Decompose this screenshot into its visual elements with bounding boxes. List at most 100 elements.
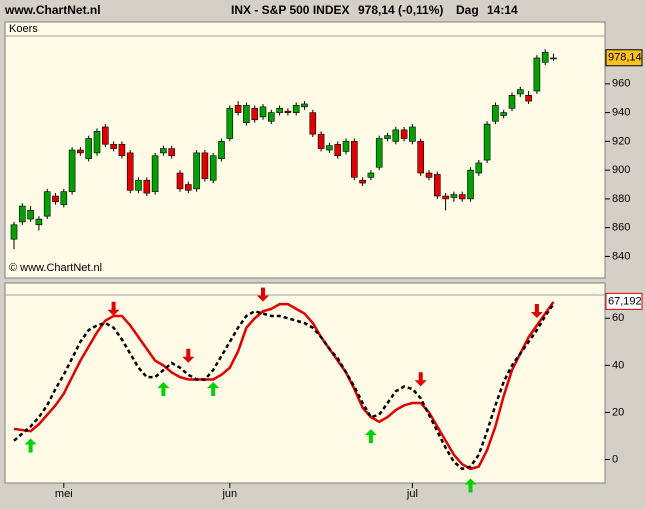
symbol: INX - S&P 500 INDEX (231, 3, 350, 17)
y-tick-label: 920 (612, 135, 630, 147)
indicator-panel (4, 282, 606, 484)
buy-arrow (464, 478, 477, 493)
y-tick-label: 840 (612, 250, 630, 262)
candle-body (309, 112, 317, 135)
candle-body (209, 155, 217, 181)
buy-arrow (157, 382, 170, 397)
sell-arrow (182, 348, 195, 363)
candle-body (276, 107, 283, 113)
candle-body (516, 89, 524, 95)
candle-body (350, 141, 358, 178)
sell-arrow (107, 301, 120, 316)
y-tick-label: 20 (612, 406, 624, 418)
candle-body (185, 184, 192, 191)
candle-body (93, 131, 101, 154)
candle-body (193, 152, 200, 190)
quote: 978,14 (-0,11%) (358, 3, 443, 17)
candle-body (52, 195, 59, 203)
candle-body (417, 141, 425, 174)
candle-body (176, 172, 184, 190)
candle-body (35, 218, 43, 226)
candle-body (201, 152, 209, 180)
buy-arrow (24, 438, 37, 453)
candle-body (60, 191, 68, 205)
last-value-box (605, 49, 643, 67)
candle-body (458, 194, 466, 200)
candle-body (243, 105, 250, 123)
candle-body (450, 194, 458, 198)
candle-body (10, 224, 18, 240)
buy-arrow (364, 429, 377, 444)
candle-body (541, 51, 549, 63)
candle-body (110, 143, 117, 149)
panel-label: Koers (9, 23, 38, 35)
candle-body (85, 138, 92, 159)
candle-body (359, 179, 366, 184)
candle-body (143, 179, 151, 194)
indicator-line (13, 303, 555, 471)
y-tick-label: 960 (612, 78, 630, 90)
candle-body (375, 138, 383, 168)
candle-body (284, 110, 292, 113)
candle-body (226, 107, 234, 139)
y-tick-label: 40 (612, 359, 624, 371)
candle-body (77, 149, 84, 154)
y-tick-label: 880 (612, 193, 630, 205)
candle-body (118, 143, 126, 157)
candle-body (400, 129, 408, 139)
candle-body (342, 141, 350, 152)
candle-body (508, 95, 516, 109)
y-tick-label: 0 (612, 453, 618, 465)
x-tick-label: jul (406, 488, 418, 500)
time: 14:14 (487, 3, 518, 17)
candle-body (43, 191, 51, 217)
candle-body (425, 172, 433, 178)
x-tick-label: jun (221, 488, 237, 500)
candle-body (475, 162, 483, 174)
candle-body (151, 155, 159, 193)
sell-arrow (414, 372, 427, 387)
last-value-box (605, 292, 643, 310)
candle-body (317, 133, 325, 149)
candle-body (433, 174, 441, 197)
candle-body (533, 57, 541, 92)
candle-body (267, 112, 275, 122)
candle-body (68, 149, 76, 193)
candle-body (384, 135, 391, 139)
price-panel (4, 21, 606, 279)
candle-body (326, 145, 333, 151)
candle-body (442, 195, 449, 200)
candle-body (525, 95, 532, 102)
candle-body (126, 152, 134, 191)
x-tick-label: mei (55, 488, 73, 500)
sell-arrow (530, 304, 543, 319)
last-value: 67,192 (608, 295, 642, 307)
candle-body (367, 172, 375, 178)
candle-body (334, 143, 342, 157)
candle-body (500, 112, 508, 116)
indicator-line (13, 301, 555, 471)
candle-body (102, 126, 109, 145)
candle-body (259, 106, 267, 118)
candle-body (409, 126, 416, 142)
candle-body (160, 148, 167, 154)
candle-body (168, 148, 175, 157)
candle-body (27, 210, 34, 220)
candle-body (292, 105, 300, 113)
sell-arrow (257, 287, 269, 302)
period: Dag (456, 3, 479, 17)
candle-body (18, 205, 26, 223)
last-value: 978,14 (608, 52, 642, 64)
watermark: © www.ChartNet.nl (9, 262, 102, 274)
candle-body (492, 105, 499, 122)
candle-body (234, 105, 242, 113)
candle-body (251, 107, 258, 121)
y-tick-label: 900 (612, 164, 630, 176)
candle-body (135, 179, 142, 191)
site: www.ChartNet.nl (4, 3, 101, 17)
candle-body (483, 123, 491, 161)
y-tick-label: 940 (612, 107, 630, 119)
candle-body (301, 103, 308, 108)
buy-arrow (207, 382, 220, 397)
